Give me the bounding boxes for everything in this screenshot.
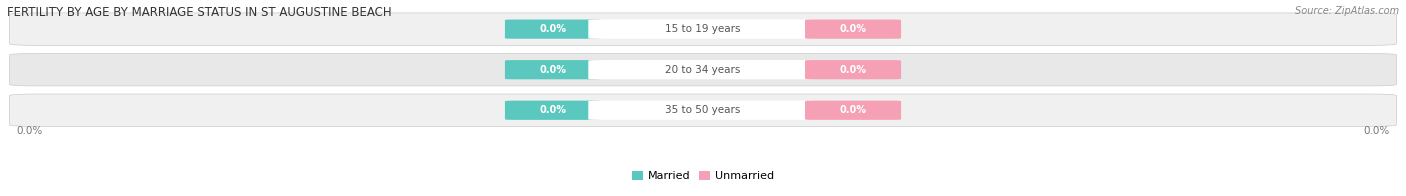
Legend: Married, Unmarried: Married, Unmarried <box>627 166 779 186</box>
Text: 20 to 34 years: 20 to 34 years <box>665 65 741 75</box>
FancyBboxPatch shape <box>806 101 901 120</box>
FancyBboxPatch shape <box>505 101 600 120</box>
Text: 0.0%: 0.0% <box>540 65 567 75</box>
Text: 0.0%: 0.0% <box>1364 126 1391 136</box>
FancyBboxPatch shape <box>806 20 901 39</box>
FancyBboxPatch shape <box>10 94 1396 126</box>
FancyBboxPatch shape <box>588 60 818 79</box>
FancyBboxPatch shape <box>588 20 818 39</box>
FancyBboxPatch shape <box>10 13 1396 45</box>
Text: 0.0%: 0.0% <box>839 105 866 115</box>
Text: 0.0%: 0.0% <box>540 105 567 115</box>
FancyBboxPatch shape <box>806 60 901 79</box>
FancyBboxPatch shape <box>505 20 600 39</box>
FancyBboxPatch shape <box>588 101 818 120</box>
Text: 0.0%: 0.0% <box>839 24 866 34</box>
Text: 0.0%: 0.0% <box>839 65 866 75</box>
FancyBboxPatch shape <box>10 54 1396 86</box>
Text: 35 to 50 years: 35 to 50 years <box>665 105 741 115</box>
Text: FERTILITY BY AGE BY MARRIAGE STATUS IN ST AUGUSTINE BEACH: FERTILITY BY AGE BY MARRIAGE STATUS IN S… <box>7 6 392 19</box>
Text: 0.0%: 0.0% <box>540 24 567 34</box>
Text: 15 to 19 years: 15 to 19 years <box>665 24 741 34</box>
Text: Source: ZipAtlas.com: Source: ZipAtlas.com <box>1295 6 1399 16</box>
FancyBboxPatch shape <box>505 60 600 79</box>
Text: 0.0%: 0.0% <box>15 126 42 136</box>
